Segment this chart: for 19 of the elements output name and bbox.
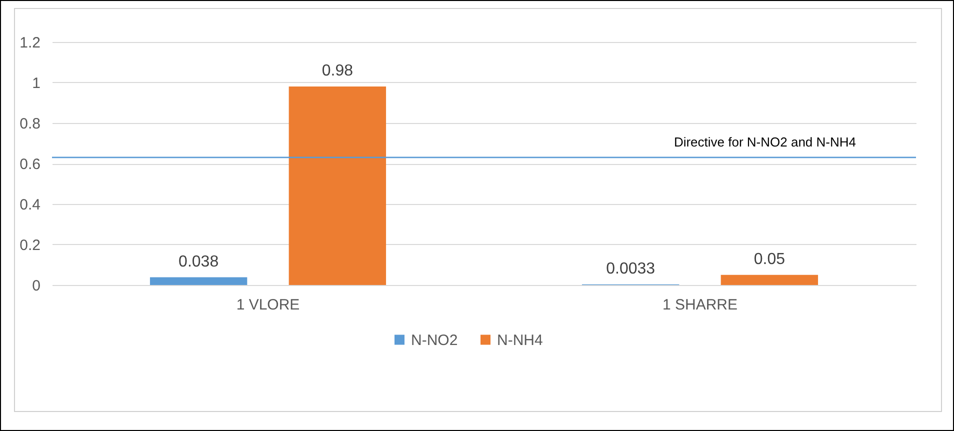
- legend-label: N-NO2: [411, 332, 458, 349]
- legend-label: N-NH4: [497, 332, 543, 349]
- y-tick-label: 0: [32, 278, 40, 294]
- bar: [720, 274, 818, 285]
- data-label: 0.98: [322, 62, 354, 80]
- data-label: 0.05: [754, 250, 786, 268]
- data-label: 0.0033: [606, 260, 656, 278]
- ref-line-label: Directive for N-NO2 and N-NH4: [674, 134, 856, 150]
- y-tick-label: 0.2: [20, 237, 40, 254]
- bar: [288, 86, 386, 285]
- y-tick-label: 1: [32, 75, 40, 92]
- y-tick-label: 1.2: [20, 34, 40, 52]
- bar: [150, 277, 248, 285]
- y-tick-label: 0.4: [20, 196, 40, 214]
- y-tick-label: 0.6: [20, 156, 40, 173]
- data-label: 0.038: [178, 253, 219, 270]
- x-tick-label: 1 VLORE: [236, 296, 300, 314]
- x-tick-label: 1 SHARRE: [662, 296, 738, 314]
- y-tick-label: 0.8: [20, 116, 40, 132]
